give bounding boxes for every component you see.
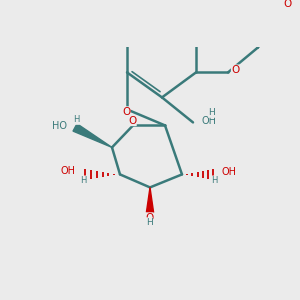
Text: H: H [80, 176, 87, 185]
Text: H: H [73, 116, 80, 124]
Text: O: O [145, 213, 153, 223]
Text: H: H [211, 176, 218, 185]
Text: H: H [208, 108, 215, 117]
Polygon shape [146, 188, 154, 212]
Text: O: O [128, 116, 136, 126]
Text: HO: HO [52, 121, 67, 131]
Text: O: O [283, 0, 292, 9]
Polygon shape [73, 124, 112, 147]
Text: O: O [122, 107, 130, 117]
Text: OH: OH [61, 167, 76, 176]
Text: OH: OH [201, 116, 216, 126]
Text: H: H [146, 218, 152, 227]
Text: O: O [231, 65, 240, 75]
Text: OH: OH [221, 167, 236, 177]
